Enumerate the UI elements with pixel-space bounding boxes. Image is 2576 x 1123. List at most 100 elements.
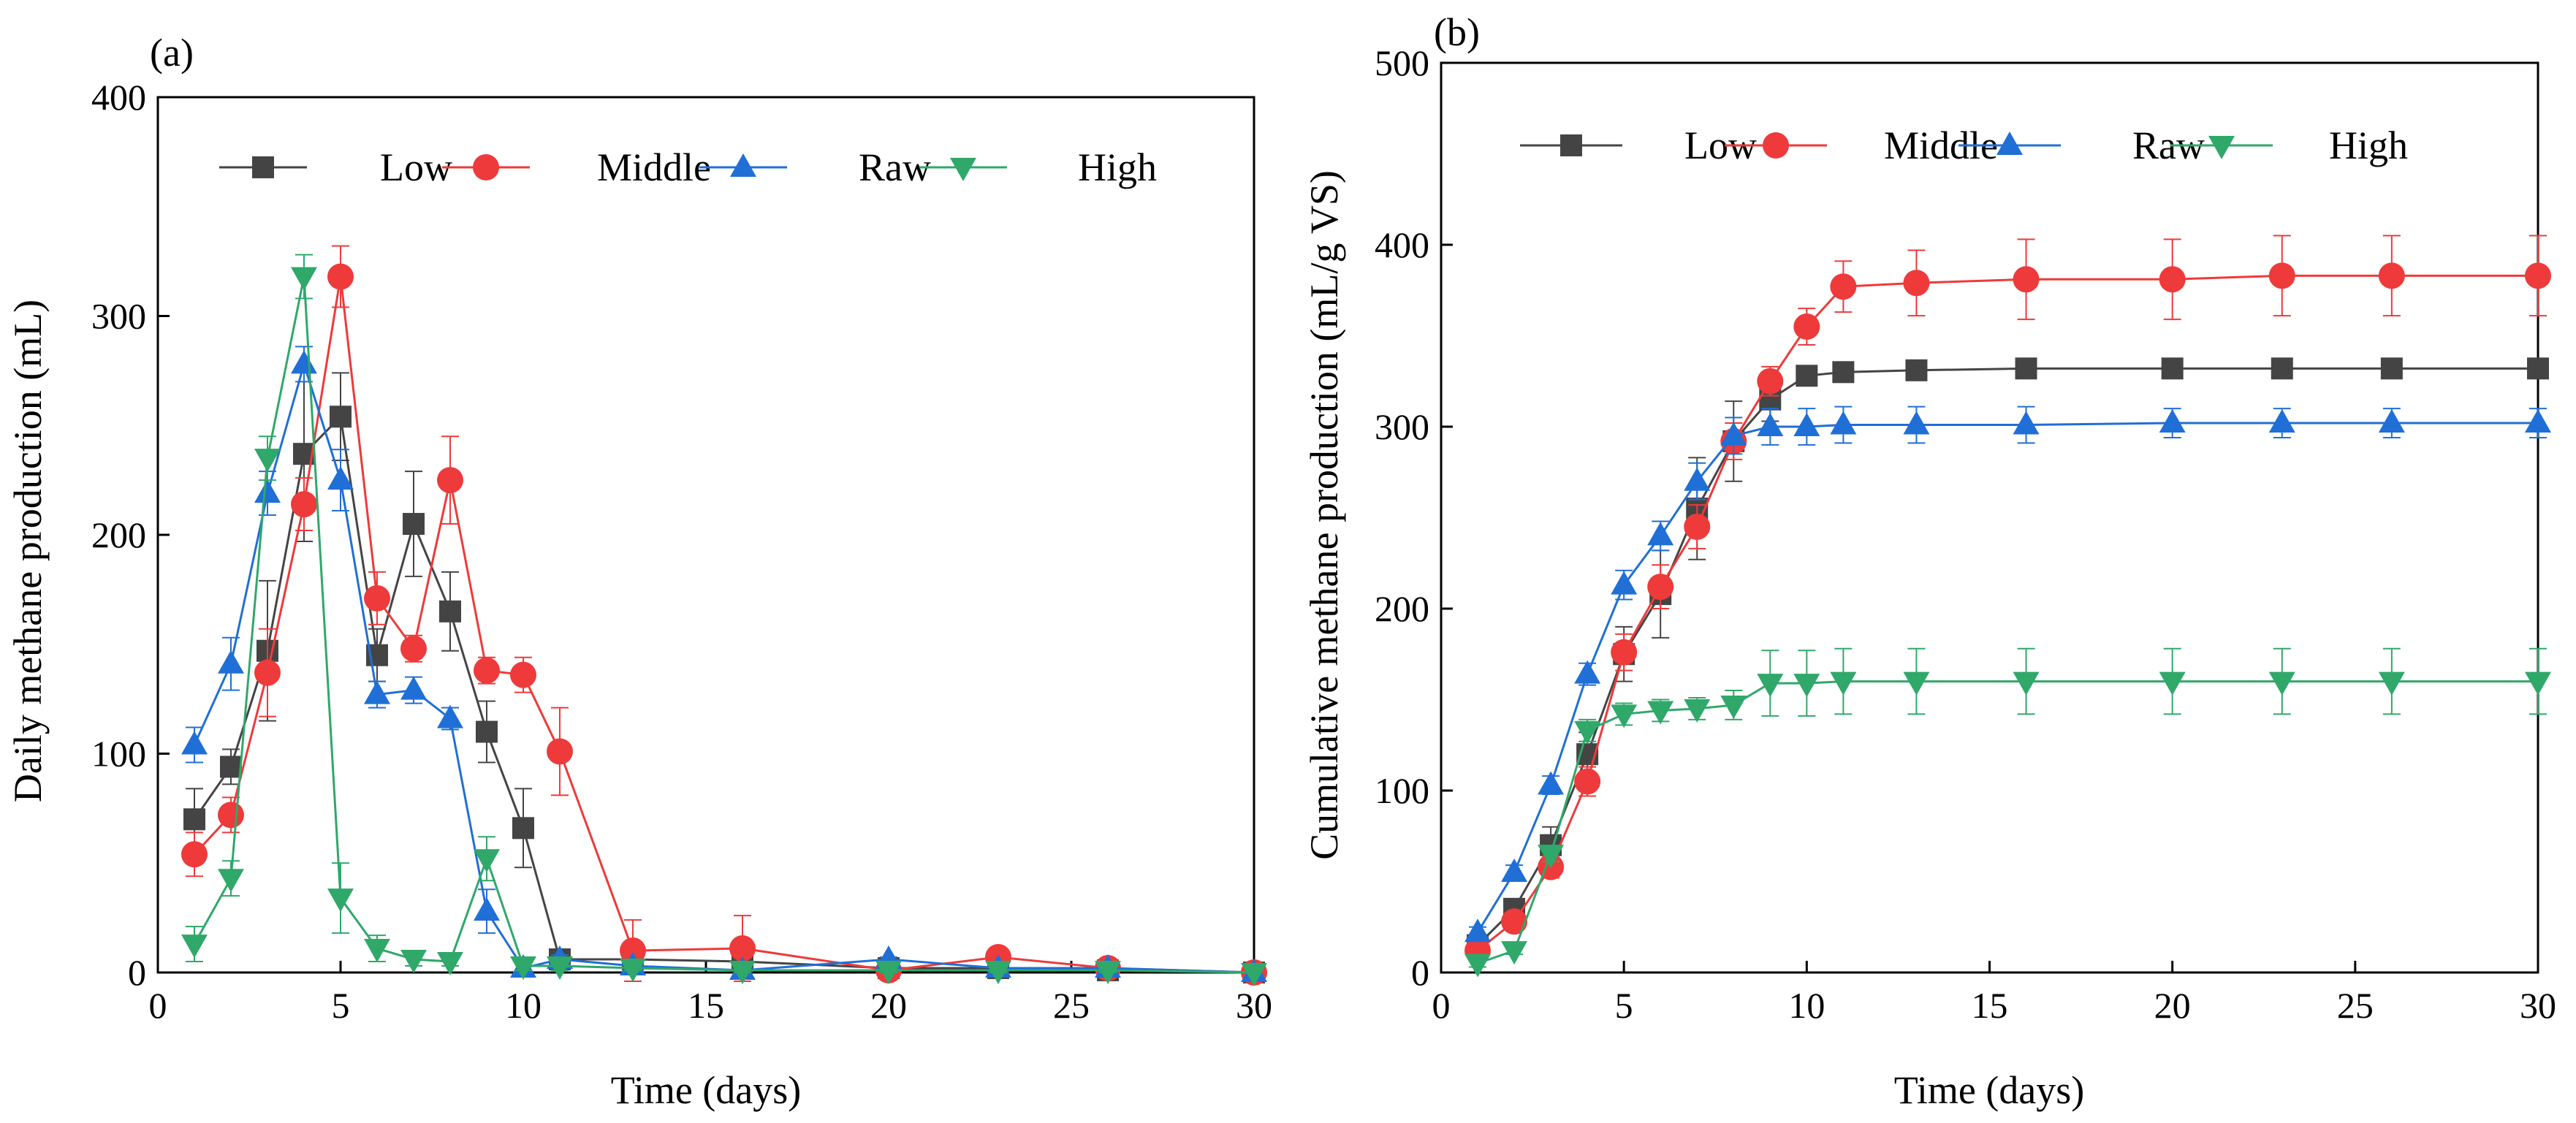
data-point [2378,671,2405,696]
panel-b-x-tick-label: 20 [2154,985,2191,1026]
data-point [620,937,646,964]
panel-b-x-tick-label: 25 [2337,985,2374,1026]
panel-b-y-tick-label: 100 [1375,770,1429,811]
data-point [1903,411,1930,435]
data-point [1793,313,1820,340]
legend-label: High [2329,123,2408,167]
panel-b: (b) Time (days) Cumulative methane produ… [1302,10,2556,1112]
panel-b-y-tick-label: 300 [1375,406,1429,447]
legend-marker [252,156,274,178]
data-point [1684,513,1711,540]
data-point [1793,674,1820,698]
data-point [254,449,281,473]
panel-b-label: (b) [1434,10,1480,54]
panel-b-x-tick-label: 30 [2520,985,2556,1026]
data-point [1757,368,1784,395]
data-point [400,950,427,974]
panel-a-x-tick-label: 10 [505,985,542,1026]
data-point [1903,671,1930,696]
data-point [1501,941,1528,965]
data-point [1611,704,1638,728]
panel-b-x-tick-label: 10 [1788,985,1825,1026]
data-point [2378,262,2405,289]
data-point [1647,574,1674,601]
series-line [1477,274,2538,952]
legend-marker [950,158,976,181]
data-point [183,808,205,831]
data-point [2013,411,2040,435]
data-point [254,659,281,686]
data-point [510,661,536,688]
series-line [1476,422,2538,934]
data-point [2015,357,2037,380]
panel-a-x-tick-label: 0 [149,985,167,1026]
panel-a-x-tick-label: 20 [870,985,907,1026]
series-line [193,360,1255,974]
data-point [1832,361,1855,384]
data-point [2268,262,2295,289]
data-point [2159,671,2186,696]
data-point [181,841,208,868]
data-point [510,956,536,981]
data-point [291,350,317,374]
panel-a-y-tick-label: 300 [91,296,146,337]
data-point [729,935,756,962]
panel-a: (a) Time (days) Daily methane production… [6,31,1272,1112]
panel-a-y-axis-label: Daily methane production (mL) [6,300,50,802]
data-point [437,704,463,728]
data-point [1611,639,1638,666]
data-point [2380,357,2403,380]
data-point [474,897,500,921]
panel-a-x-tick-label: 25 [1053,985,1090,1026]
data-point [1501,908,1528,935]
data-point [364,585,390,612]
data-point [1830,411,1857,435]
panel-a-y-tick-label: 400 [91,77,146,118]
data-point [2159,409,2186,433]
data-point [403,513,425,536]
data-point [181,934,208,959]
data-point [512,817,534,840]
data-point [2161,357,2184,380]
data-point [1574,660,1601,684]
data-point [327,466,354,490]
legend-marker [1763,132,1789,159]
data-point [2268,671,2295,696]
data-point [2271,357,2293,380]
data-point [291,267,317,291]
data-point [1830,273,1857,300]
data-point [1464,918,1492,943]
data-point [1684,467,1711,491]
legend-marker [730,153,756,177]
panel-b-y-tick-label: 500 [1375,42,1429,83]
data-point [327,888,354,913]
data-point [1793,413,1820,436]
legend-label: Middle [597,145,711,189]
data-point [1830,671,1857,696]
data-point [364,680,390,704]
data-point [1720,695,1747,719]
legend-label: High [1078,145,1157,189]
panel-b-y-tick-label: 0 [1411,952,1429,993]
panel-b-x-tick-label: 0 [1432,985,1451,1026]
panel-a-plot-frame [156,96,1255,974]
data-point [1903,270,1930,297]
data-point [1241,963,1267,986]
series-line [193,276,1255,974]
data-point [1538,771,1565,795]
data-point [1647,522,1674,546]
data-point [2378,409,2405,433]
data-point [291,491,317,518]
panel-a-x-axis-label: Time (days) [611,1068,802,1112]
data-point [218,650,244,674]
panel-a-label: (a) [150,31,194,75]
data-point [620,959,646,983]
data-point [330,406,352,428]
panel-b-series-raw [1464,406,2551,943]
panel-a-y-tick-label: 200 [91,514,146,555]
panel-a-y-tick-label: 100 [91,734,146,774]
panel-b-y-axis-label: Cumulative methane production (mL/g VS) [1302,170,1346,860]
data-point [1574,768,1601,795]
data-point [2159,266,2186,293]
